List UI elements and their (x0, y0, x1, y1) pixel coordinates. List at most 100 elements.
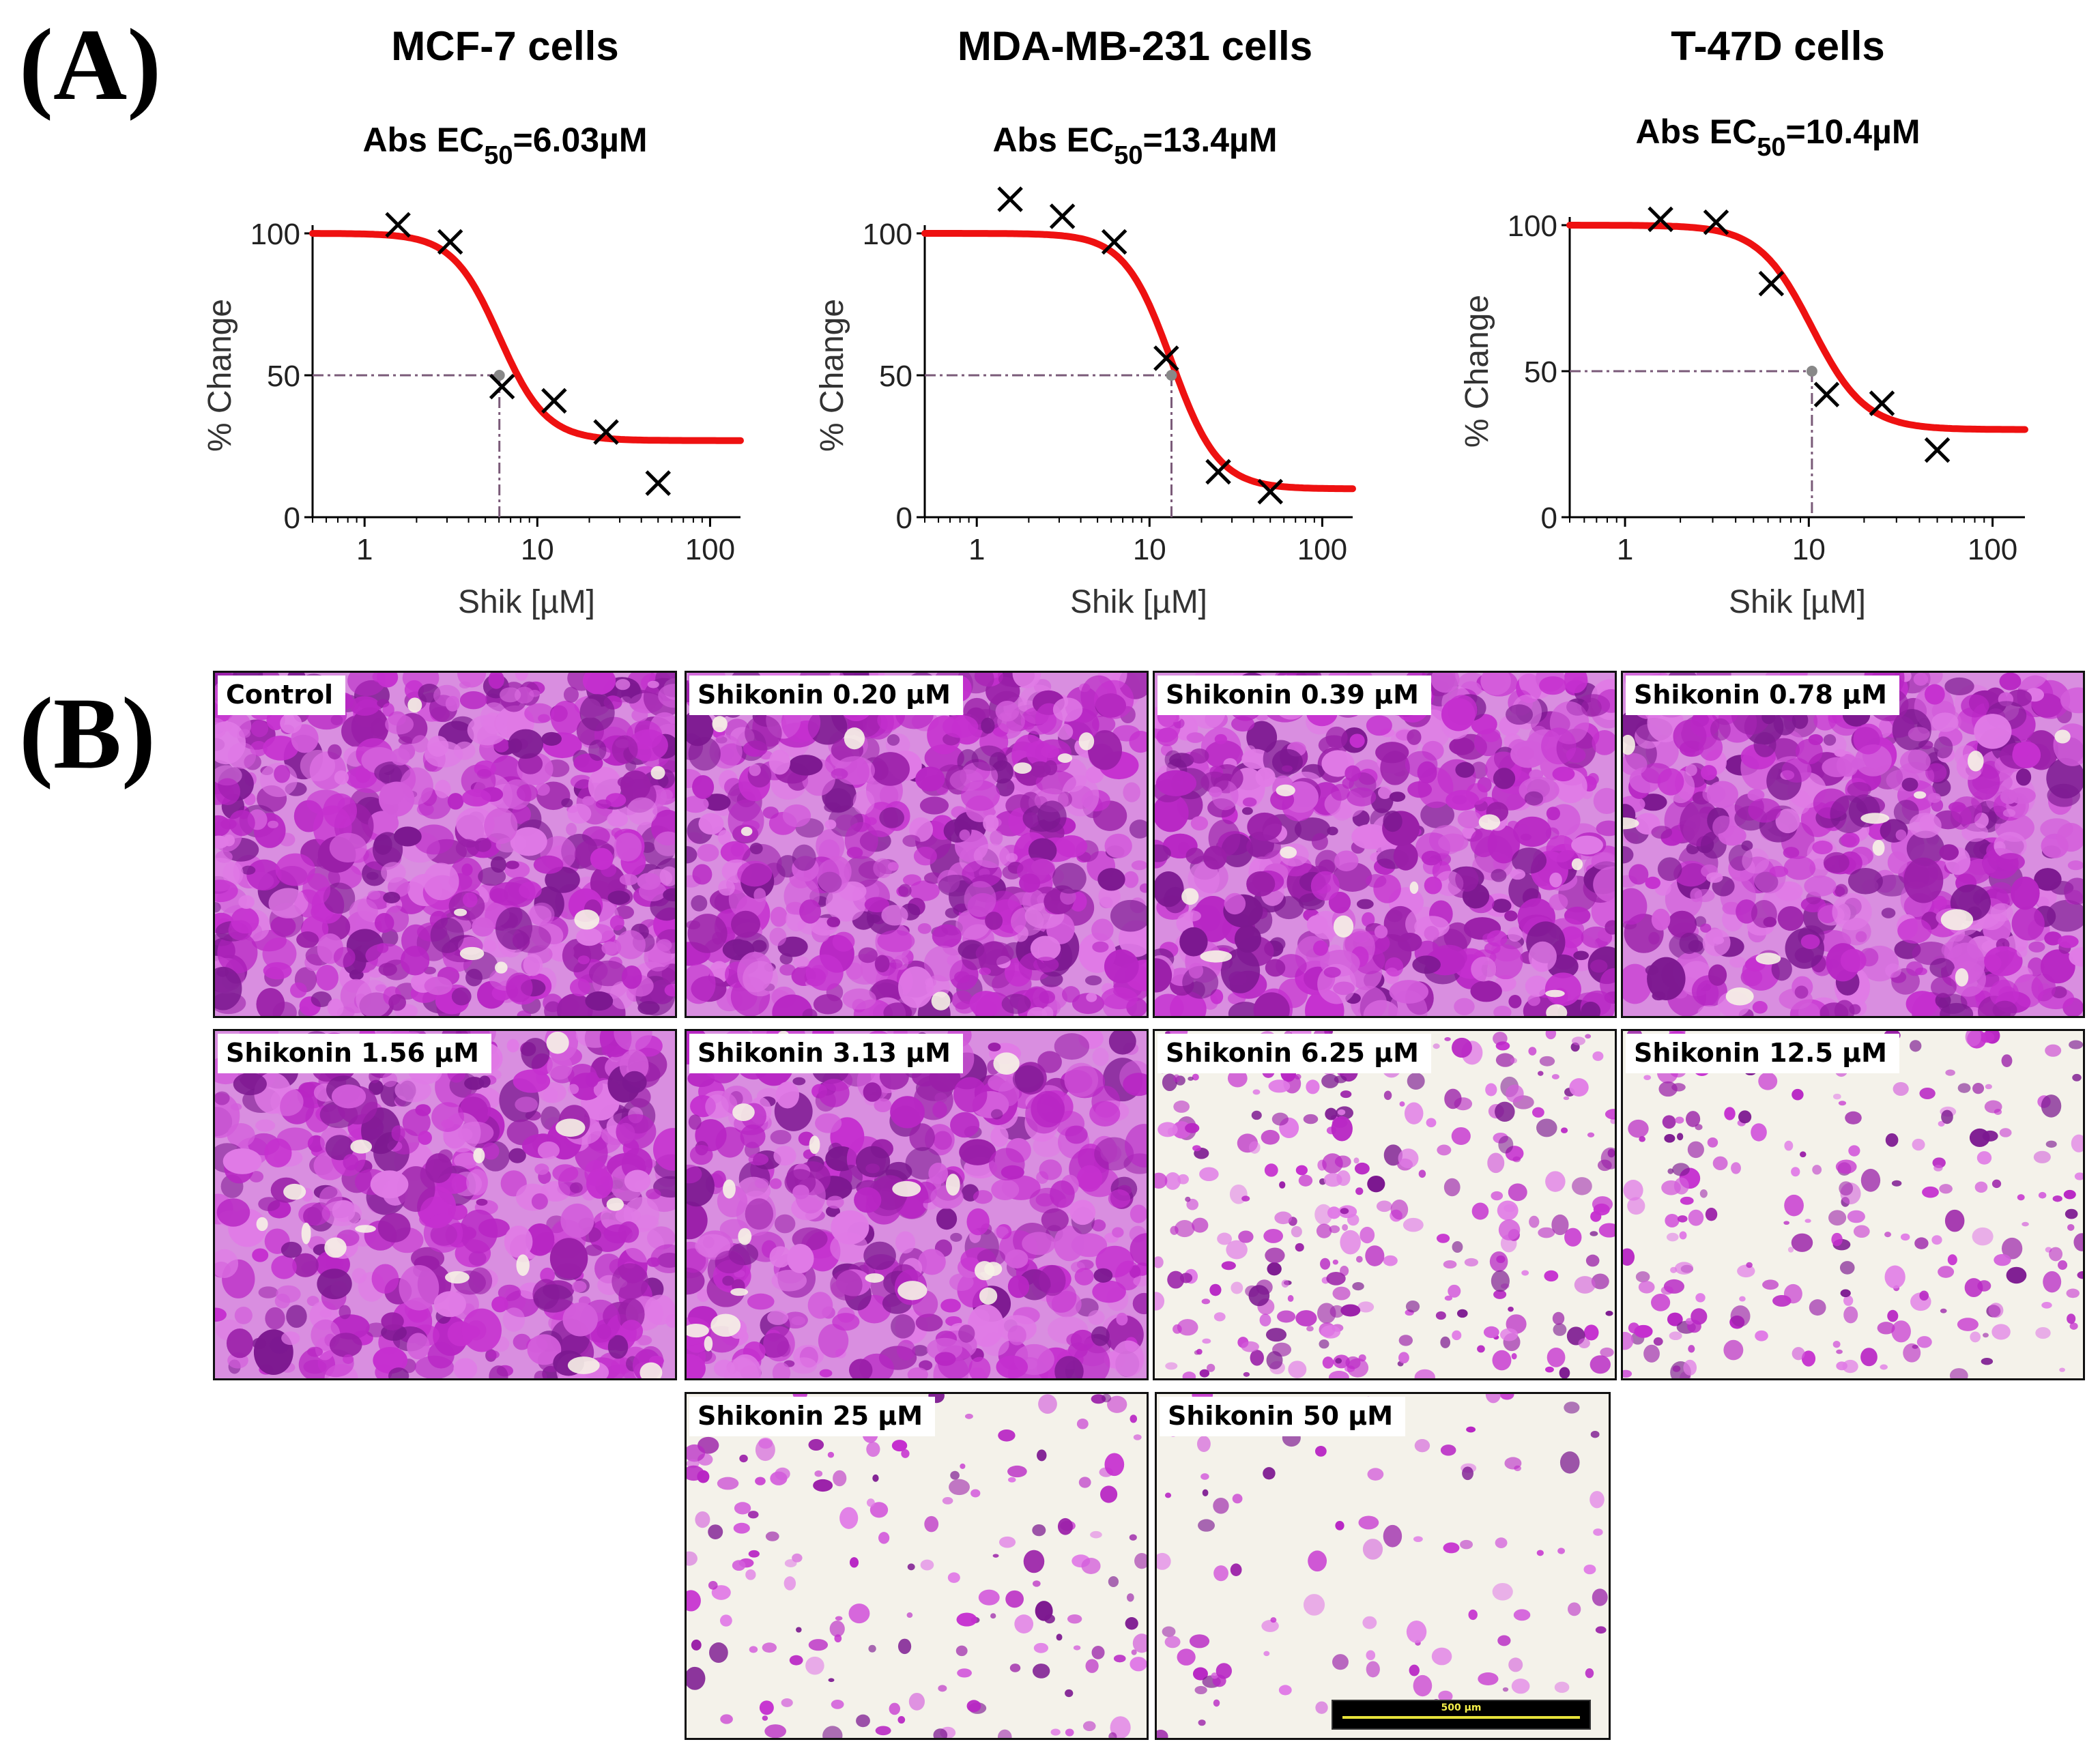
cell (483, 712, 504, 735)
cell (1261, 1129, 1280, 1145)
cell (1398, 1335, 1413, 1346)
cell (2045, 1140, 2057, 1148)
cell (1311, 832, 1328, 850)
cell (1643, 1344, 1660, 1363)
cell (1452, 1037, 1472, 1058)
micrograph-label: Shikonin 25 µM (689, 1397, 936, 1436)
cell (1724, 1107, 1736, 1120)
cell (1877, 1322, 1895, 1335)
cell (1984, 1100, 2002, 1114)
cell (1662, 1115, 1676, 1129)
cell (1623, 845, 1634, 864)
cell (826, 916, 841, 927)
cell (814, 1470, 823, 1477)
cell (1196, 1348, 1203, 1355)
cell (1327, 826, 1338, 836)
cell (424, 976, 452, 996)
cell (1994, 832, 2027, 860)
cell (1054, 1033, 1090, 1060)
cell (1605, 1109, 1615, 1120)
cell (697, 1351, 717, 1365)
cell (958, 1324, 975, 1343)
cell (1157, 1730, 1168, 1738)
cell (1155, 844, 1171, 862)
cell (382, 1072, 398, 1088)
cell (1207, 1363, 1216, 1372)
empty-gap (350, 1139, 373, 1154)
cell (234, 1307, 253, 1324)
cell (1437, 1144, 1452, 1156)
cell (1388, 990, 1428, 1016)
cell (913, 846, 937, 866)
panel-label-a: (A) (19, 8, 162, 121)
cell (2074, 1172, 2083, 1180)
cell (774, 1214, 796, 1234)
cell (1700, 765, 1717, 781)
cell (895, 1231, 916, 1254)
cell (231, 907, 259, 934)
cell (556, 993, 593, 1016)
cell (638, 882, 667, 902)
cell (2056, 823, 2083, 852)
cell (1843, 1306, 1858, 1324)
cell (1559, 1451, 1580, 1474)
cell (865, 1163, 880, 1174)
micrograph-50: Shikonin 50 µM 500 µm (1155, 1392, 1611, 1740)
cell (1899, 749, 1931, 774)
cell (533, 855, 564, 874)
cell (745, 1569, 756, 1580)
cell (339, 1305, 351, 1320)
cell (1996, 853, 2025, 871)
cell (1246, 834, 1281, 860)
cell (319, 1309, 332, 1318)
cell (1303, 1114, 1319, 1124)
cell (877, 930, 915, 953)
cell (1984, 946, 2023, 976)
cell (1295, 1310, 1317, 1326)
cell (731, 910, 761, 938)
cell (1366, 715, 1392, 736)
cell (763, 1326, 795, 1362)
cell (2001, 1237, 2023, 1260)
cell (887, 862, 899, 871)
cell (891, 1314, 915, 1339)
cell (1092, 941, 1109, 953)
cell (1123, 1073, 1147, 1097)
cell (1443, 1542, 1460, 1554)
cell (1365, 1245, 1385, 1266)
cell (764, 1724, 786, 1738)
cell (997, 1729, 1012, 1738)
cell (715, 1250, 745, 1274)
cell (1712, 815, 1735, 839)
cell (1593, 866, 1615, 903)
subtitle-subscript: 50 (484, 141, 513, 170)
x-axis-label: Shik [µM] (458, 584, 595, 620)
cell (1182, 1371, 1196, 1378)
cell (427, 736, 449, 757)
scale-bar-label: 500 µm (1441, 1702, 1482, 1713)
cell (1167, 1270, 1185, 1289)
cell (1485, 1394, 1501, 1404)
cell (708, 1581, 718, 1590)
cell (848, 1359, 873, 1378)
cell (291, 724, 319, 753)
cell (1916, 1336, 1932, 1348)
micrograph-image (1623, 673, 2083, 1016)
cell (1314, 1204, 1333, 1225)
cell (818, 1078, 850, 1107)
cell (1851, 758, 1865, 770)
cell (1383, 1090, 1392, 1101)
cell (2063, 877, 2083, 905)
data-point-stroke (1153, 345, 1179, 371)
cell (2067, 1223, 2075, 1231)
cell (1823, 734, 1837, 746)
cell (917, 923, 932, 934)
cell (902, 874, 921, 886)
cell (1265, 1247, 1285, 1264)
cell (1217, 1232, 1232, 1245)
cell (1234, 925, 1262, 953)
cell (1643, 1075, 1652, 1080)
empty-gap (844, 727, 865, 750)
cell (1600, 1147, 1615, 1170)
cell (1492, 1350, 1512, 1371)
